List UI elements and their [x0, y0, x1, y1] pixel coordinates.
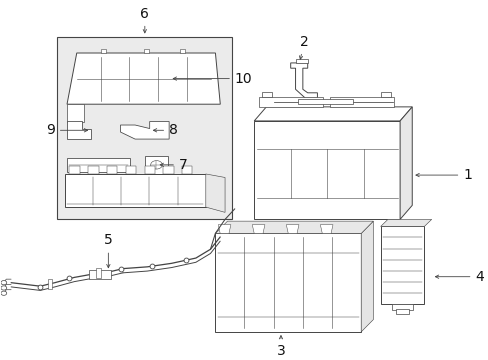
Bar	[261, 92, 272, 97]
Polygon shape	[399, 107, 411, 219]
Bar	[329, 97, 393, 107]
Bar	[89, 270, 111, 279]
Text: 9: 9	[46, 123, 87, 137]
Polygon shape	[120, 121, 169, 139]
Bar	[259, 97, 323, 107]
Text: 6: 6	[140, 7, 149, 33]
Polygon shape	[361, 221, 372, 332]
Polygon shape	[67, 121, 91, 139]
Bar	[163, 166, 173, 174]
Bar	[295, 59, 307, 63]
Bar	[125, 166, 136, 174]
Polygon shape	[320, 225, 332, 233]
Text: 10: 10	[173, 72, 252, 86]
Bar	[380, 92, 390, 97]
Text: 2: 2	[299, 35, 308, 59]
Polygon shape	[215, 221, 372, 233]
Bar	[182, 166, 192, 174]
Bar	[47, 279, 52, 289]
Bar	[96, 268, 101, 278]
Bar	[67, 158, 130, 172]
Bar	[143, 49, 149, 53]
Bar	[215, 233, 361, 332]
Text: 1: 1	[415, 168, 471, 182]
Text: 8: 8	[153, 123, 178, 137]
Circle shape	[1, 280, 7, 285]
Polygon shape	[254, 107, 411, 121]
Polygon shape	[67, 53, 220, 104]
Text: 5: 5	[104, 234, 113, 268]
Bar	[144, 156, 168, 174]
Bar	[254, 121, 399, 219]
Circle shape	[1, 286, 7, 290]
Polygon shape	[286, 225, 298, 233]
Text: 7: 7	[160, 158, 187, 172]
Polygon shape	[205, 174, 224, 212]
Circle shape	[150, 161, 162, 169]
Polygon shape	[252, 225, 264, 233]
Bar	[69, 166, 80, 174]
Bar	[391, 304, 413, 310]
Bar	[395, 309, 408, 314]
Bar	[101, 49, 106, 53]
Bar	[88, 166, 99, 174]
Polygon shape	[380, 219, 431, 226]
Bar	[107, 166, 117, 174]
Text: 3: 3	[276, 336, 285, 358]
Polygon shape	[218, 225, 230, 233]
Bar	[64, 174, 205, 207]
Circle shape	[1, 291, 7, 295]
Bar	[380, 226, 424, 304]
Bar	[179, 49, 185, 53]
Text: 4: 4	[434, 270, 483, 284]
Bar	[57, 37, 232, 219]
Polygon shape	[67, 104, 84, 122]
Polygon shape	[290, 63, 317, 98]
Bar	[144, 166, 155, 174]
Bar	[297, 99, 353, 104]
